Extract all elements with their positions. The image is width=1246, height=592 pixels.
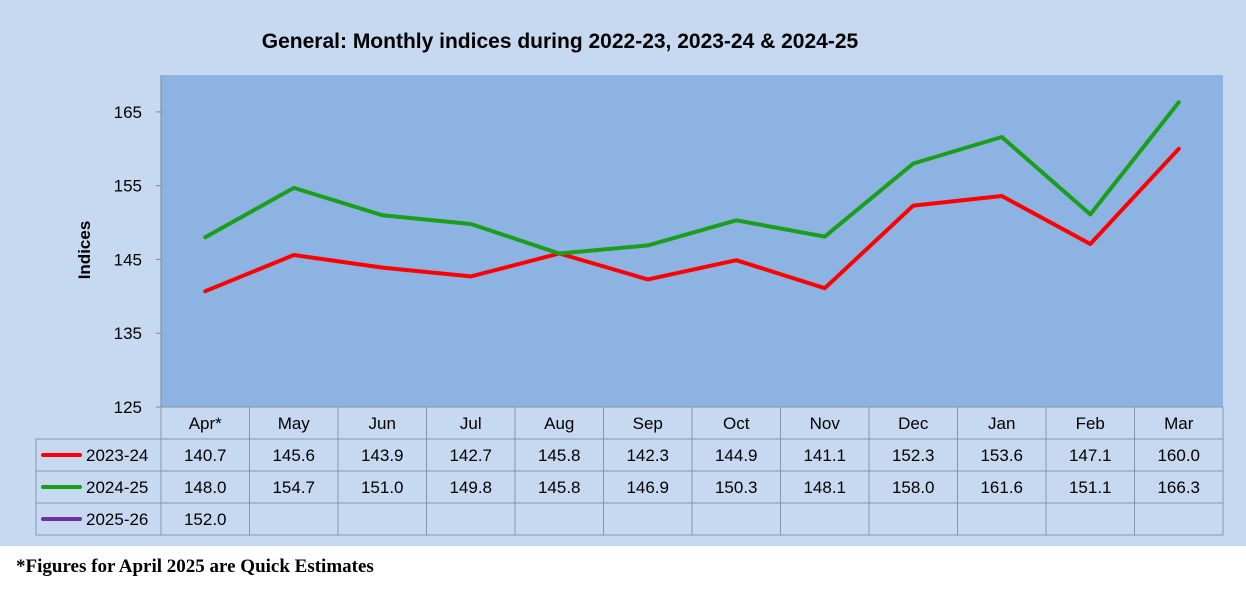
x-tick-label: Oct — [723, 414, 750, 433]
x-tick-label: Dec — [898, 414, 929, 433]
data-label: 147.1 — [1069, 446, 1112, 465]
y-axis-label: Indices — [75, 221, 94, 280]
data-label: 146.9 — [626, 478, 669, 497]
legend-label: 2025-26 — [86, 510, 148, 529]
line-chart: General: Monthly indices during 2022-23,… — [35, 30, 1224, 536]
data-label: 145.8 — [538, 478, 581, 497]
data-label: 152.3 — [892, 446, 935, 465]
footnote: *Figures for April 2025 are Quick Estima… — [16, 556, 374, 577]
data-table: Apr* May Jun Jul Aug Sep Oct Nov Dec Jan Feb Mar 202… — [35, 406, 1224, 536]
y-tick-label: 125 — [114, 398, 142, 417]
data-label: 150.3 — [715, 478, 758, 497]
table-cell — [249, 502, 339, 536]
table-cell — [1045, 502, 1135, 536]
data-label: 154.7 — [272, 478, 315, 497]
data-label: 148.0 — [184, 478, 227, 497]
x-tick-label: Sep — [633, 414, 663, 433]
y-axis-ticks: 125 135 145 155 165 — [114, 103, 161, 417]
data-label: 144.9 — [715, 446, 758, 465]
table-cell — [691, 502, 781, 536]
x-tick-label: Mar — [1164, 414, 1194, 433]
table-cell — [603, 502, 693, 536]
x-tick-label: Jun — [369, 414, 396, 433]
data-label: 149.8 — [449, 478, 492, 497]
data-label: 145.6 — [272, 446, 315, 465]
table-cell — [868, 502, 958, 536]
x-tick-label: Aug — [544, 414, 574, 433]
y-tick-label: 135 — [114, 324, 142, 343]
legend-label: 2024-25 — [86, 478, 148, 497]
x-tick-label: Jul — [460, 414, 482, 433]
table-cell — [514, 502, 604, 536]
data-label: 140.7 — [184, 446, 227, 465]
data-label: 166.3 — [1157, 478, 1200, 497]
table-cell — [1134, 502, 1224, 536]
data-label: 152.0 — [184, 510, 227, 529]
data-label: 153.6 — [980, 446, 1023, 465]
data-label: 151.0 — [361, 478, 404, 497]
data-label: 160.0 — [1157, 446, 1200, 465]
table-cell — [426, 502, 516, 536]
x-tick-label: Nov — [810, 414, 841, 433]
data-label: 145.8 — [538, 446, 581, 465]
table-cell — [337, 502, 427, 536]
series-lines — [203, 100, 1181, 294]
x-tick-label: Apr* — [189, 414, 222, 433]
data-label: 142.7 — [449, 446, 492, 465]
y-tick-label: 165 — [114, 103, 142, 122]
data-label: 143.9 — [361, 446, 404, 465]
y-tick-label: 145 — [114, 250, 142, 269]
legend-label: 2023-24 — [86, 446, 148, 465]
data-label: 148.1 — [803, 478, 846, 497]
data-label: 158.0 — [892, 478, 935, 497]
chart-area: General: Monthly indices during 2022-23,… — [0, 0, 1246, 546]
data-label: 161.6 — [980, 478, 1023, 497]
chart-title: General: Monthly indices during 2022-23,… — [262, 30, 859, 53]
table-cell — [957, 502, 1047, 536]
x-tick-label: Jan — [988, 414, 1015, 433]
table-cell — [780, 502, 870, 536]
plot-area — [161, 75, 1223, 407]
series-line-2023-24 — [203, 146, 1181, 294]
data-label: 142.3 — [626, 446, 669, 465]
data-label: 151.1 — [1069, 478, 1112, 497]
data-label: 141.1 — [803, 446, 846, 465]
x-tick-label: May — [278, 414, 311, 433]
x-tick-label: Feb — [1076, 414, 1105, 433]
y-tick-label: 155 — [114, 177, 142, 196]
series-line-2024-25 — [203, 100, 1181, 256]
